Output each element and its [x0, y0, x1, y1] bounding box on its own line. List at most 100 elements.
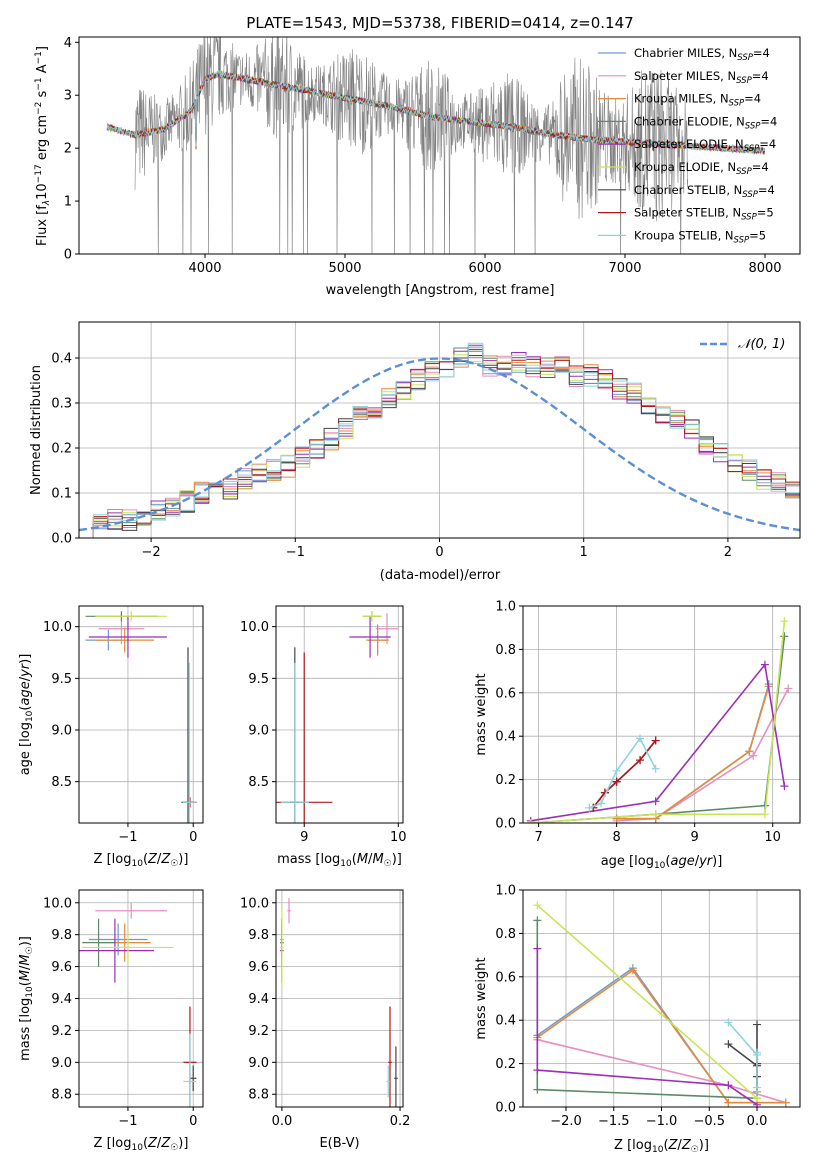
y-tick-label: 9.2 — [248, 1024, 269, 1039]
x-tick-label: 6000 — [468, 261, 501, 276]
plot-area — [276, 606, 403, 823]
mass-weight-marker-kroupa_elodie — [760, 810, 769, 819]
mass-weight-line-chabrier_elodie — [536, 920, 758, 1100]
panel-age_vs_mass: 9 10 8.5 9.0 9.5 10.0 — [240, 605, 407, 845]
x-tick-label: 2 — [724, 545, 732, 560]
x-tick-label: 7000 — [608, 261, 641, 276]
mass-weight-marker-salpeter_elodie — [533, 944, 542, 953]
panel-mass_vs_z: −1 0 8.8 9.0 9.2 9.4 9.6 9.8 10.0 — [43, 889, 204, 1129]
x-tick-label: 9 — [691, 830, 699, 845]
mass-weight-marker-salpeter_miles — [749, 751, 758, 760]
mass-weight-marker-salpeter_elodie — [724, 1081, 733, 1090]
mass-weight-marker-salpeter_elodie — [760, 660, 769, 669]
y-tick-label: 9.0 — [248, 724, 269, 739]
mass-weight-marker-kroupa_stelib — [597, 799, 606, 808]
mass-weight-marker-kroupa_stelib — [585, 803, 594, 812]
legend-entry: Kroupa MILES, NSSP=4 — [634, 92, 761, 109]
mass-weight-marker-chabrier_elodie — [533, 916, 542, 925]
y-tick-label: 9.8 — [248, 928, 269, 943]
x-tick-label: 5000 — [328, 261, 361, 276]
plot-area — [79, 322, 800, 538]
x-axis-label: E(B-V) — [319, 1136, 359, 1151]
panel-spectrum: 4000 5000 6000 7000 8000 0 1 2 3 4 Chabrier MILES,… — [64, 36, 801, 276]
y-tick-label: 4 — [64, 36, 72, 51]
mass-weight-line-chabrier_stelib — [727, 1024, 758, 1092]
mass-weight-marker-kroupa_miles — [612, 814, 621, 823]
mass-weight-line-kroupa_elodie — [530, 621, 786, 823]
x-axis-label: mass [log10(M/M☉)] — [277, 852, 402, 869]
histogram-salpeter_elodie — [79, 344, 800, 538]
y-tick-label: 3 — [64, 89, 72, 104]
y-tick-label: 0.3 — [51, 397, 72, 412]
x-tick-label: 8 — [612, 830, 620, 845]
panel-age_vs_z: −1 0 8.5 9.0 9.5 10.0 — [43, 605, 204, 845]
mass-weight-marker-kroupa_stelib — [651, 764, 660, 773]
mass-weight-marker-kroupa_miles — [745, 747, 754, 756]
axes-frame — [522, 605, 801, 824]
x-tick-label: −1 — [118, 1114, 137, 1129]
mass-weight-marker-kroupa_miles — [724, 1098, 733, 1107]
y-tick-label: 0.6 — [495, 686, 516, 701]
chart-title: PLATE=1543, MJD=53738, FIBERID=0414, z=0… — [246, 14, 633, 32]
y-axis-label: mass [log10(M/M☉)] — [18, 936, 35, 1061]
mass-weight-marker-kroupa_stelib — [636, 734, 645, 743]
mass-weight-marker-chabrier_stelib — [753, 1020, 762, 1029]
x-tick-label: −1.5 — [598, 1114, 630, 1129]
y-tick-label: 0.4 — [495, 1014, 516, 1029]
mass-weight-marker-salpeter_elodie — [780, 782, 789, 791]
y-tick-label: 0 — [64, 248, 72, 263]
legend-entry: Kroupa ELODIE, NSSP=4 — [634, 160, 769, 177]
mass-weight-line-kroupa_stelib — [727, 1021, 758, 1092]
mass-weight-marker-kroupa_elodie — [780, 617, 789, 626]
axes-frame — [275, 605, 404, 824]
x-tick-label: 10 — [390, 830, 407, 845]
y-tick-label: 0.8 — [495, 927, 516, 942]
legend-entry: Salpeter ELODIE, NSSP=4 — [634, 137, 776, 154]
x-tick-label: 1 — [580, 545, 588, 560]
y-tick-label: 0.2 — [495, 773, 516, 788]
y-tick-label: 1 — [64, 195, 72, 210]
mass-weight-marker-kroupa_elodie — [651, 810, 660, 819]
mass-weight-marker-salpeter_elodie — [651, 797, 660, 806]
mass-weight-marker-chabrier_elodie — [533, 1085, 542, 1094]
x-tick-label: 9 — [300, 830, 308, 845]
axes-frame — [78, 605, 204, 824]
y-tick-label: 0.4 — [495, 730, 516, 745]
x-axis-label: (data-model)/error — [380, 568, 501, 583]
mass-weight-marker-kroupa_stelib — [753, 1048, 762, 1057]
panel-mass_weight_vs_age: 7 8 9 10 0.0 0.2 0.4 0.6 0.8 1.0 — [495, 600, 801, 845]
y-tick-label: 8.8 — [248, 1088, 269, 1103]
x-tick-label: −0.5 — [693, 1114, 725, 1129]
x-tick-label: −2 — [142, 545, 161, 560]
y-tick-label: 0.8 — [495, 643, 516, 658]
y-tick-label: 8.5 — [248, 775, 269, 790]
y-tick-label: 0.0 — [51, 532, 72, 547]
mass-weight-line-salpeter_elodie — [530, 662, 786, 822]
legend-entry: Chabrier STELIB, NSSP=4 — [634, 183, 775, 200]
mass-weight-line-chabrier_elodie — [530, 636, 786, 823]
gaussian-curve — [79, 357, 800, 532]
y-axis-label: mass weight — [474, 957, 489, 1039]
y-tick-label: 8.8 — [51, 1088, 72, 1103]
mass-weight-marker-kroupa_elodie — [526, 819, 535, 823]
y-tick-label: 1.0 — [495, 884, 516, 899]
panel-mass_weight_vs_z: −2.0 −1.5 −1.0 −0.5 0.0 0.0 0.2 0.4 0.6 0.8 1.0 — [495, 884, 801, 1129]
y-tick-label: 0.6 — [495, 970, 516, 985]
x-tick-label: 7 — [534, 830, 542, 845]
y-axis-label: mass weight — [474, 673, 489, 755]
mass-weight-marker-salpeter_miles — [784, 684, 793, 693]
x-tick-label: 10 — [764, 830, 781, 845]
x-axis-label: Z [log10(Z/Z☉)] — [94, 852, 189, 869]
mass-weight-line-kroupa_elodie — [536, 904, 758, 1099]
y-tick-label: 10.0 — [240, 620, 269, 635]
x-tick-label: 0 — [435, 545, 443, 560]
x-tick-label: −1 — [118, 830, 137, 845]
mass-weight-marker-chabrier_elodie — [780, 632, 789, 641]
y-tick-label: 0.1 — [51, 487, 72, 502]
panel-mass_vs_ebv: 0.0 0.2 8.8 9.0 9.2 9.4 9.6 9.8 10.0 — [240, 889, 410, 1129]
x-axis-label: Z [log10(Z/Z☉)] — [94, 1136, 189, 1153]
y-tick-label: 10.0 — [43, 620, 72, 635]
x-tick-label: −1 — [286, 545, 305, 560]
observed-spectrum — [134, 37, 689, 254]
x-tick-label: 4000 — [188, 261, 221, 276]
